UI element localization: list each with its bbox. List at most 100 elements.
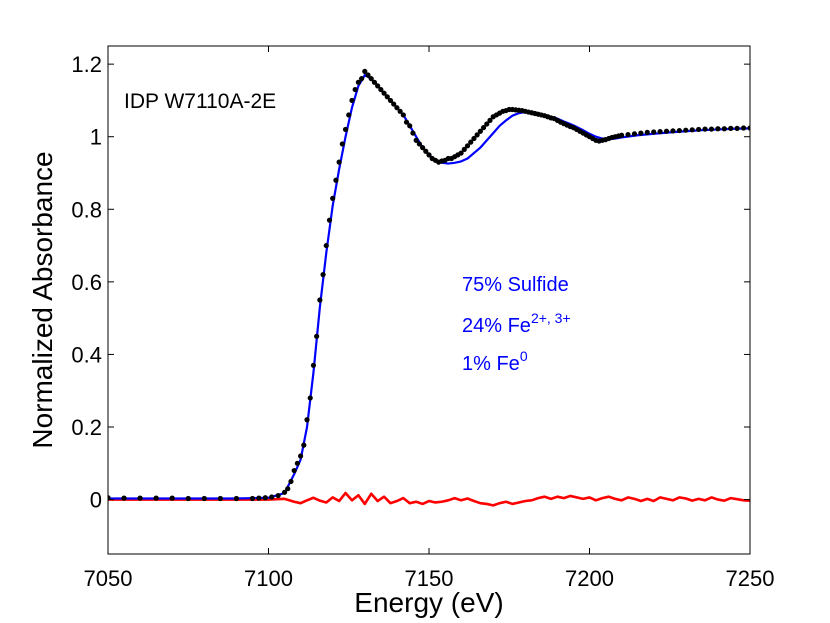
data-point	[625, 131, 631, 138]
data-point	[352, 86, 358, 93]
data-point	[419, 145, 426, 151]
y-tick-label: 0.4	[71, 342, 102, 367]
data-point	[670, 128, 676, 134]
data-point	[378, 86, 384, 93]
x-tick-label: 7050	[84, 566, 133, 591]
data-point	[391, 101, 397, 107]
data-point	[349, 97, 355, 104]
data-point	[275, 492, 281, 499]
data-point	[416, 141, 422, 147]
data-point	[708, 126, 715, 132]
series-layer	[108, 68, 750, 507]
annotation-line2-base: 24% Fe	[462, 315, 531, 337]
x-tick-label: 7250	[726, 566, 775, 591]
data-point	[657, 129, 663, 135]
data-point	[387, 97, 394, 104]
data-point	[464, 143, 471, 149]
data-point	[339, 141, 345, 147]
data-point	[740, 125, 747, 131]
data-point	[298, 453, 304, 459]
data-point	[217, 495, 223, 502]
y-tick-label: 0	[90, 488, 102, 513]
data-point	[121, 495, 127, 501]
data-point	[375, 83, 381, 89]
data-point	[384, 94, 390, 100]
data-point	[365, 72, 371, 78]
data-point	[310, 362, 317, 368]
data-point	[663, 128, 670, 134]
data-point	[394, 105, 400, 111]
data-point	[651, 129, 657, 135]
data-point	[326, 217, 333, 223]
x-tick-label: 7200	[565, 566, 614, 591]
data-point	[631, 131, 638, 137]
y-tick-label: 1.2	[71, 52, 102, 77]
data-point	[330, 195, 336, 201]
data-point	[346, 112, 352, 118]
annotation-line3-base: 1% Fe	[462, 353, 520, 375]
data-point	[400, 112, 406, 118]
data-point	[137, 495, 143, 501]
data-point	[480, 125, 487, 131]
data-point	[689, 127, 695, 133]
fit-line	[108, 73, 750, 500]
data-point	[683, 127, 689, 133]
x-tick-label: 7100	[244, 566, 293, 591]
data-point	[301, 442, 307, 448]
data-point	[336, 159, 342, 165]
data-point	[169, 495, 175, 501]
data-point	[397, 108, 403, 114]
data-point	[715, 126, 721, 132]
annotation-line3-sup: 0	[520, 348, 528, 364]
data-point	[320, 272, 326, 278]
data-point	[407, 123, 413, 129]
y-tick-label: 1	[90, 125, 102, 150]
sample-label: IDP W7110A-2E	[124, 90, 276, 113]
annotation-line2-sup: 2+, 3+	[531, 310, 571, 326]
data-point	[185, 495, 191, 502]
x-tick-label: 7150	[405, 566, 454, 591]
data-point	[355, 79, 361, 85]
data-point	[403, 119, 410, 125]
data-point	[285, 486, 291, 492]
data-point	[291, 467, 297, 474]
data-point	[201, 495, 207, 502]
data-point	[294, 460, 300, 466]
data-point	[358, 76, 365, 82]
data-point	[304, 417, 310, 423]
data-point	[323, 242, 329, 249]
data-point	[307, 395, 313, 401]
annotation-line2: 24% Fe2+, 3+	[462, 310, 571, 337]
data-point	[368, 76, 374, 82]
data-point	[317, 297, 323, 303]
x-axis-title: Energy (eV)	[354, 587, 503, 618]
data-point	[108, 495, 111, 501]
annotation-line1: 75% Sulfide	[462, 274, 569, 296]
data-point	[468, 139, 474, 145]
annotation-line3: 1% Fe0	[462, 348, 528, 375]
y-tick-label: 0.6	[71, 270, 102, 295]
data-point	[734, 125, 740, 131]
data-point	[728, 125, 734, 131]
y-tick-label: 0.2	[71, 415, 102, 440]
data-point	[233, 495, 239, 502]
data-point	[423, 148, 429, 154]
data-point	[281, 489, 288, 495]
data-point	[413, 137, 419, 143]
data-point	[619, 132, 625, 138]
data-point	[371, 79, 378, 85]
data-point	[702, 126, 708, 132]
data-point	[458, 150, 464, 156]
data-point	[644, 129, 650, 135]
y-tick-label: 0.8	[71, 197, 102, 222]
data-point	[696, 126, 702, 133]
data-point	[314, 333, 320, 339]
data-point	[461, 146, 467, 153]
y-axis-title: Normalized Absorbance	[27, 151, 58, 448]
data-point	[262, 495, 268, 501]
tick-layer: 7050 7100 7150 7200 7250 0 0.2 0.4 0.6 0.8 1 1.2	[71, 46, 774, 591]
data-point	[153, 495, 159, 501]
data-point	[256, 495, 262, 501]
data-point	[477, 128, 483, 134]
data-point	[249, 495, 256, 502]
